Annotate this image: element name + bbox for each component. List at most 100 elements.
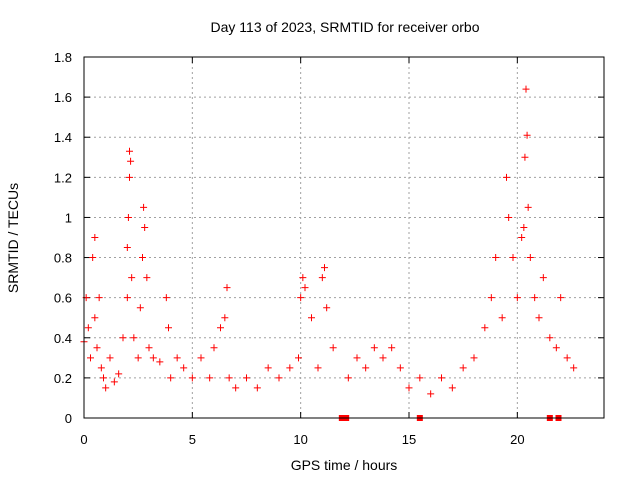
data-point — [323, 304, 331, 312]
data-point — [156, 358, 164, 366]
x-tick-label: 15 — [402, 432, 416, 447]
data-point — [513, 294, 521, 302]
y-tick-label: 0 — [65, 411, 72, 426]
data-point — [106, 354, 114, 362]
data-point — [518, 234, 526, 241]
data-point — [126, 147, 133, 155]
data-point — [127, 157, 135, 165]
data-point — [301, 284, 309, 292]
data-point — [124, 213, 132, 221]
data-point — [505, 213, 513, 221]
data-point — [314, 364, 322, 372]
data-point — [531, 294, 539, 302]
data-point — [487, 294, 495, 302]
y-tick-label: 1.8 — [54, 50, 72, 65]
x-tick-label: 0 — [80, 432, 87, 447]
data-point — [459, 364, 467, 372]
data-point — [221, 314, 229, 322]
y-tick-label: 0.2 — [54, 371, 72, 386]
data-point — [388, 344, 396, 352]
y-axis-label: SRMTID / TECUs — [5, 183, 21, 293]
data-point — [110, 378, 118, 386]
y-axis: 0 0.2 0.4 0.6 0.8 1 1.2 1.4 1.6 1.8 — [54, 50, 604, 426]
data-point — [264, 364, 272, 372]
data-point — [145, 344, 153, 352]
y-tick-label: 0.6 — [54, 291, 72, 306]
data-point — [552, 344, 560, 352]
grid-lines — [84, 57, 604, 418]
data-point — [97, 364, 105, 372]
data-point — [535, 314, 543, 322]
y-tick-label: 1.4 — [54, 130, 72, 145]
data-point — [115, 370, 123, 378]
data-point — [123, 244, 131, 252]
data-point — [286, 364, 294, 372]
data-point — [225, 374, 233, 382]
data-point — [87, 354, 94, 362]
data-point — [295, 354, 302, 362]
data-point — [173, 354, 181, 362]
data-point — [498, 314, 506, 322]
data-point — [149, 354, 157, 362]
data-point — [520, 223, 528, 231]
data-point — [84, 324, 92, 332]
data-point — [134, 354, 142, 362]
data-point — [140, 203, 148, 211]
data-point — [100, 374, 107, 382]
data-point — [197, 354, 205, 362]
data-point — [492, 254, 500, 262]
data-point — [299, 274, 307, 282]
data-point — [162, 294, 170, 302]
data-point — [167, 374, 175, 382]
data-point — [448, 384, 456, 392]
x-tick-label: 10 — [293, 432, 307, 447]
data-point — [353, 354, 361, 362]
data-points — [80, 85, 578, 421]
data-point — [546, 334, 554, 342]
chart-title: Day 113 of 2023, SRMTID for receiver orb… — [211, 19, 480, 35]
data-point — [102, 384, 110, 392]
data-point — [321, 264, 328, 272]
data-point — [93, 344, 101, 352]
data-point — [396, 364, 404, 372]
data-point — [329, 344, 337, 352]
data-point — [297, 294, 305, 302]
data-point — [123, 294, 131, 302]
data-point — [523, 131, 531, 139]
data-point — [563, 354, 571, 362]
data-point — [139, 254, 146, 262]
data-point — [503, 173, 510, 181]
data-point — [217, 324, 224, 332]
data-point — [405, 384, 413, 392]
y-tick-label: 1.2 — [54, 170, 72, 185]
data-point — [180, 364, 188, 372]
data-point — [130, 334, 138, 342]
data-point — [370, 344, 378, 352]
data-point — [557, 294, 565, 302]
data-point — [223, 284, 231, 292]
y-tick-label: 1.6 — [54, 90, 72, 105]
data-point — [210, 344, 218, 352]
data-point — [275, 374, 283, 382]
x-axis-label: GPS time / hours — [291, 457, 398, 473]
data-point — [470, 354, 478, 362]
data-point — [232, 384, 240, 392]
y-tick-label: 1 — [65, 210, 72, 225]
data-point — [318, 274, 326, 282]
data-point — [379, 354, 387, 362]
data-point — [89, 254, 97, 262]
data-point — [165, 324, 172, 332]
data-point — [253, 384, 261, 392]
data-point — [522, 85, 530, 93]
data-point — [91, 314, 99, 322]
x-tick-label: 5 — [189, 432, 196, 447]
data-point — [509, 254, 517, 262]
y-tick-label: 0.8 — [54, 251, 72, 266]
data-point — [188, 374, 196, 382]
data-point — [539, 274, 547, 282]
data-point — [206, 374, 214, 382]
data-point — [95, 294, 103, 302]
x-axis: 0 5 10 15 20 — [80, 57, 525, 447]
y-tick-label: 0.4 — [54, 331, 72, 346]
data-point — [136, 304, 144, 312]
